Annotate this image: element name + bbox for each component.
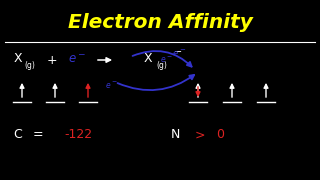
Text: 0: 0 bbox=[216, 129, 224, 141]
Text: =: = bbox=[33, 129, 43, 141]
Text: e: e bbox=[68, 51, 76, 64]
Text: X: X bbox=[144, 53, 152, 66]
Text: -122: -122 bbox=[64, 129, 92, 141]
Text: −: − bbox=[111, 78, 116, 84]
Text: +: + bbox=[47, 53, 57, 66]
Text: Electron Affinity: Electron Affinity bbox=[68, 12, 252, 32]
Text: N: N bbox=[170, 129, 180, 141]
Text: X: X bbox=[14, 53, 22, 66]
Text: e: e bbox=[161, 55, 165, 64]
Text: (g): (g) bbox=[25, 60, 36, 69]
Text: −: − bbox=[174, 47, 182, 57]
Text: e: e bbox=[106, 80, 110, 89]
Text: >: > bbox=[195, 129, 205, 141]
Text: −: − bbox=[166, 53, 172, 59]
Text: −: − bbox=[77, 50, 85, 59]
Text: C: C bbox=[14, 129, 22, 141]
Text: e: e bbox=[172, 50, 178, 59]
Text: −: − bbox=[179, 47, 185, 53]
Text: (g): (g) bbox=[156, 60, 167, 69]
